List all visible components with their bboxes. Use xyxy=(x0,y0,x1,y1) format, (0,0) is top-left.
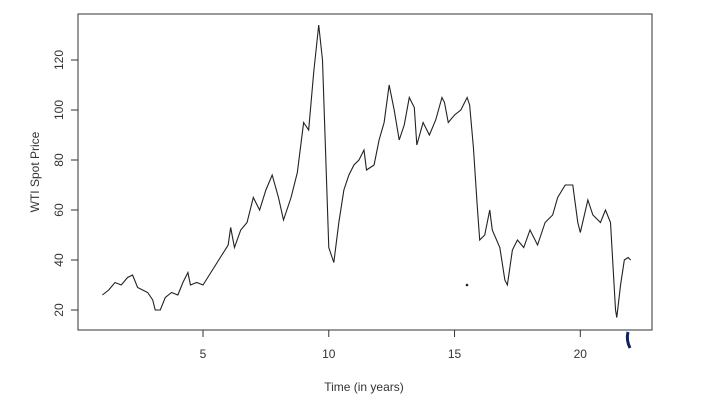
x-tick-label: 20 xyxy=(574,347,588,361)
y-axis-label: WTI Spot Price xyxy=(28,131,42,212)
x-tick-label: 10 xyxy=(322,347,336,361)
data-line xyxy=(102,24,632,318)
x-axis-label: Time (in years) xyxy=(324,380,404,394)
stray-dot xyxy=(465,283,469,287)
plot-frame xyxy=(77,13,653,331)
y-tick-label: 20 xyxy=(52,303,66,317)
x-tick-label: 5 xyxy=(200,347,207,361)
x-tick-label: 15 xyxy=(448,347,462,361)
y-tick-label: 40 xyxy=(52,253,66,267)
cursor-mark xyxy=(625,331,632,349)
y-tick-label: 100 xyxy=(52,100,66,120)
y-tick-label: 120 xyxy=(52,50,66,70)
y-tick-label: 80 xyxy=(52,153,66,167)
y-tick-label: 60 xyxy=(52,203,66,217)
